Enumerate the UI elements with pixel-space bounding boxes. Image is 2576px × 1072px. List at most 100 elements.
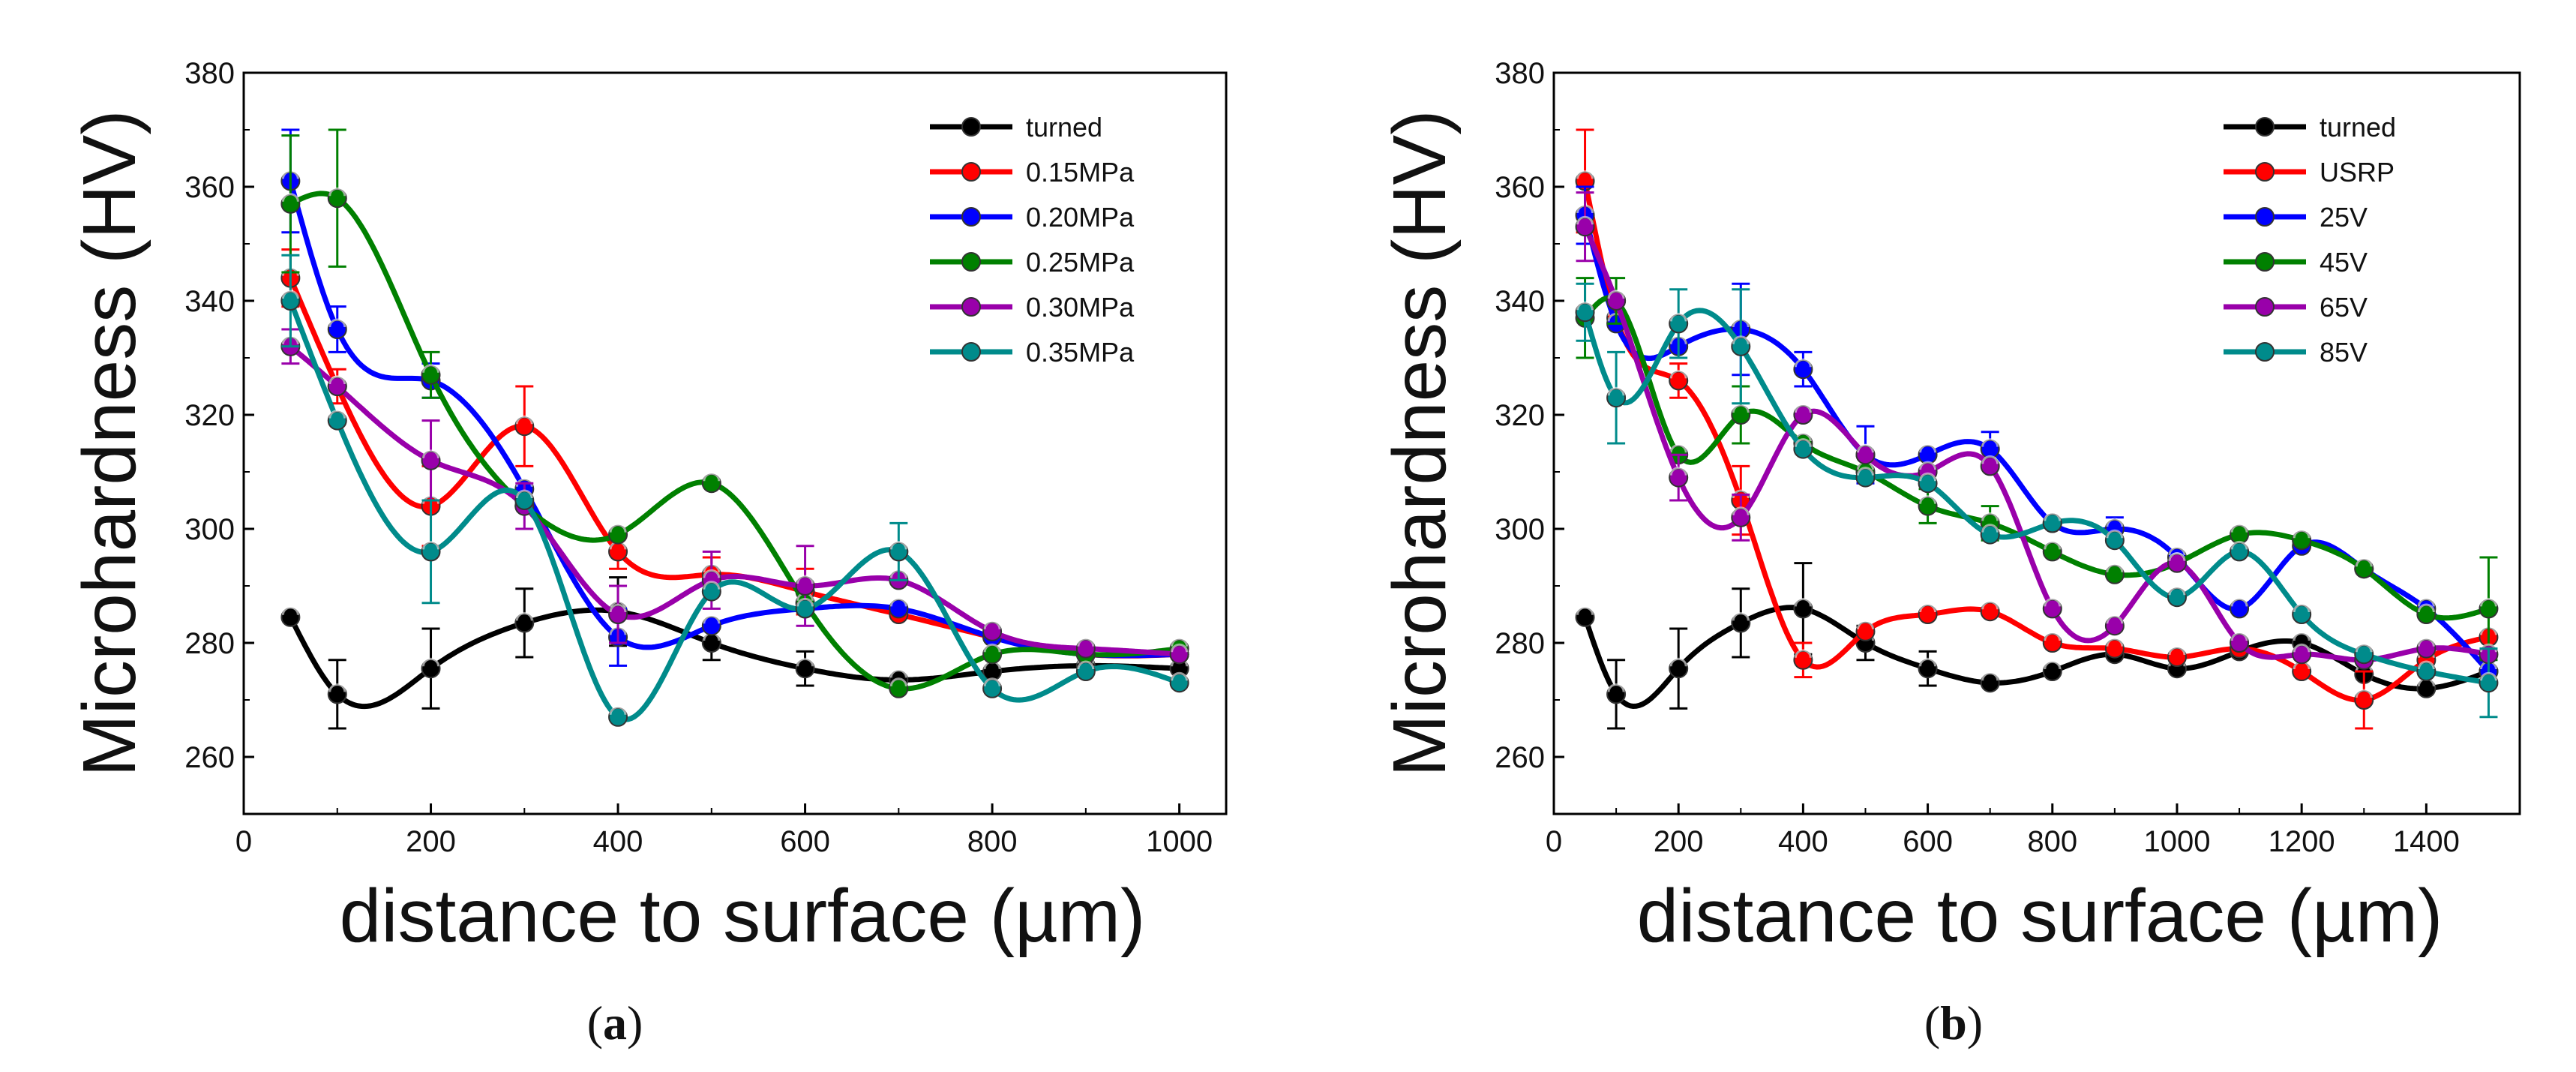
legend-swatch-marker — [2255, 342, 2275, 362]
legend-label: 25V — [2320, 202, 2368, 233]
data-point-highlight — [1794, 358, 1812, 368]
y-tick-label: 300 — [1495, 513, 1545, 546]
y-tick-label: 300 — [184, 513, 235, 546]
y-axis-title: Microhardness (HV) — [1378, 110, 1462, 776]
data-point-highlight — [1607, 683, 1625, 692]
data-point-highlight — [2479, 671, 2497, 681]
data-point-highlight — [1171, 671, 1189, 681]
legend-label: 85V — [2320, 337, 2368, 368]
data-point-highlight — [609, 524, 627, 533]
data-point-highlight — [1576, 215, 1594, 225]
x-tick-label: 400 — [1778, 825, 1828, 858]
data-point-highlight — [1919, 461, 1937, 470]
data-point-highlight — [422, 449, 440, 458]
data-point-highlight — [2230, 524, 2248, 533]
y-tick-label: 320 — [1495, 399, 1545, 432]
data-point-highlight — [2230, 540, 2248, 550]
legend-swatch-marker — [961, 252, 981, 272]
y-tick-label: 340 — [1495, 285, 1545, 318]
data-point-highlight — [2044, 632, 2062, 641]
data-point-highlight — [281, 193, 299, 202]
data-point-highlight — [2044, 660, 2062, 670]
data-point-highlight — [796, 575, 814, 584]
plot-frame — [1552, 71, 2521, 815]
data-point-highlight — [281, 290, 299, 299]
data-point-highlight — [2230, 632, 2248, 641]
data-point-highlight — [2293, 632, 2311, 641]
data-point-highlight — [2479, 597, 2497, 607]
x-axis-title: distance to surface (µm) — [1637, 874, 2443, 958]
data-point-highlight — [1981, 455, 1999, 464]
x-axis-title: distance to surface (µm) — [340, 874, 1146, 958]
y-tick-label: 380 — [1495, 57, 1545, 90]
x-tick-label: 800 — [2027, 825, 2077, 858]
data-point-highlight — [2355, 643, 2373, 653]
legend-label: 65V — [2320, 292, 2368, 323]
series-line — [289, 191, 1180, 692]
panel-label: (a) — [587, 996, 643, 1049]
data-point-highlight — [1732, 335, 1750, 344]
y-tick-label: 260 — [184, 741, 235, 774]
data-point-highlight — [796, 597, 814, 607]
data-point-highlight — [703, 614, 721, 624]
series-line — [1582, 180, 2490, 703]
data-point-highlight — [1919, 443, 1937, 453]
y-tick-label: 360 — [1495, 171, 1545, 204]
data-point-highlight — [703, 569, 721, 578]
data-point-highlight — [2168, 646, 2186, 656]
data-point-highlight — [1856, 443, 1874, 453]
data-point-highlight — [1856, 620, 1874, 629]
data-point-highlight — [2168, 546, 2186, 556]
x-tick-label: 1000 — [1146, 825, 1213, 858]
data-point-highlight — [1576, 606, 1594, 615]
legend-label: turned — [1026, 112, 1102, 143]
data-point-highlight — [2293, 603, 2311, 613]
data-point-highlight — [889, 668, 907, 678]
y-tick-label: 360 — [184, 171, 235, 204]
plot-frame — [242, 71, 1228, 815]
data-point-highlight — [1576, 170, 1594, 179]
panel-b: 260 280 300 320 340 360 380 0 200 400 600 800 1000 12… — [1378, 57, 2521, 1049]
series-85V — [1575, 282, 2499, 719]
data-point-highlight — [1669, 443, 1687, 453]
data-point-highlight — [2293, 529, 2311, 539]
data-point-highlight — [328, 683, 346, 692]
legend-swatch-marker — [961, 207, 981, 227]
legend-swatch-marker — [961, 342, 981, 362]
data-point-highlight — [2417, 603, 2435, 613]
data-point-highlight — [328, 410, 346, 419]
legend-label: 45V — [2320, 247, 2368, 278]
series-0.35MPa — [280, 254, 1189, 727]
y-tick-label: 340 — [184, 285, 235, 318]
legend: turned USRP 25V 45V 65V 85V — [2224, 112, 2396, 368]
data-point-highlight — [2417, 597, 2435, 607]
data-point-highlight — [2106, 529, 2124, 539]
data-point-highlight — [1576, 301, 1594, 311]
data-point-highlight — [1607, 290, 1625, 299]
data-point-highlight — [1669, 657, 1687, 667]
data-point-highlight — [515, 611, 533, 621]
legend-swatch-marker — [2255, 297, 2275, 317]
x-tick-label: 200 — [1654, 825, 1704, 858]
data-point-highlight — [1077, 660, 1095, 670]
legend-swatch-marker — [961, 297, 981, 317]
data-point-highlight — [1669, 312, 1687, 322]
legend-swatch-marker — [961, 117, 981, 137]
panel-label: (b) — [1924, 996, 1983, 1049]
y-tick-label: 260 — [1495, 741, 1545, 774]
data-point-highlight — [1794, 438, 1812, 447]
panel-a: 260 280 300 320 340 360 380 0 200 400 600 800 1000 Mi… — [67, 57, 1228, 1049]
data-point-highlight — [1981, 671, 1999, 681]
data-point-highlight — [1077, 638, 1095, 647]
y-tick-label: 280 — [184, 627, 235, 660]
data-point-highlight — [2417, 638, 2435, 647]
data-point-highlight — [1669, 369, 1687, 379]
x-tick-label: 800 — [967, 825, 1018, 858]
legend-swatch-marker — [2255, 207, 2275, 227]
data-point-highlight — [2417, 660, 2435, 670]
data-point-highlight — [515, 489, 533, 499]
data-point-highlight — [889, 597, 907, 607]
x-tick-label: 1000 — [2143, 825, 2210, 858]
legend-label: 0.35MPa — [1026, 337, 1135, 368]
